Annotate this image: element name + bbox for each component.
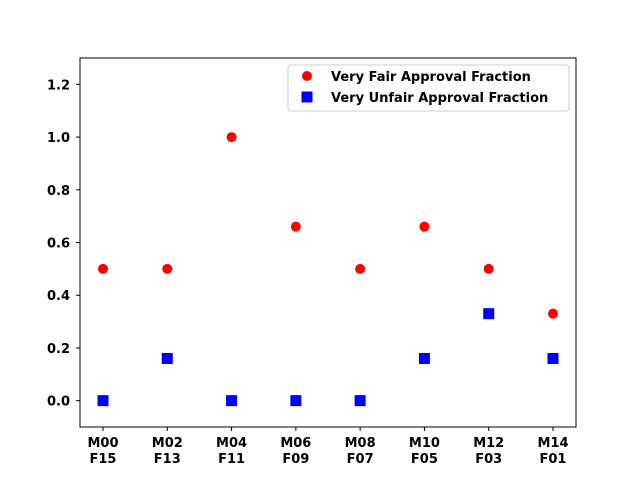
x-tick-label: M08 <box>345 436 376 451</box>
fair-point-5 <box>419 222 429 232</box>
x-tick-label: F05 <box>411 452 438 467</box>
y-tick-label: 0.4 <box>47 289 70 304</box>
x-tick-label: M06 <box>280 436 311 451</box>
y-tick-label: 0.6 <box>47 237 70 252</box>
x-tick-label: M02 <box>152 436 183 451</box>
fair-point-0 <box>98 264 108 274</box>
x-tick-label: F13 <box>154 452 181 467</box>
fair-point-3 <box>291 222 301 232</box>
legend: Very Fair Approval Fraction Very Unfair … <box>288 65 569 111</box>
legend-label-fair: Very Fair Approval Fraction <box>331 70 531 85</box>
x-tick-label: F15 <box>90 452 117 467</box>
x-tick-label: M14 <box>537 436 568 451</box>
y-tick-label: 0.2 <box>47 342 70 357</box>
x-axis: M00F15M02F13M04F11M06F09M08F07M10F05M12F… <box>87 427 568 467</box>
legend-marker-unfair <box>302 92 313 103</box>
unfair-point-5 <box>419 353 430 364</box>
x-tick-label: F07 <box>347 452 374 467</box>
unfair-point-6 <box>483 308 494 319</box>
fair-point-4 <box>355 264 365 274</box>
x-tick-label: M04 <box>216 436 247 451</box>
x-tick-label: M00 <box>87 436 118 451</box>
fair-point-7 <box>548 309 558 319</box>
x-tick-label: F11 <box>218 452 245 467</box>
y-tick-label: 0.8 <box>47 184 70 199</box>
x-tick-label: M12 <box>473 436 504 451</box>
legend-marker-fair <box>302 71 312 81</box>
x-tick-label: M10 <box>409 436 440 451</box>
unfair-point-4 <box>355 395 366 406</box>
unfair-point-7 <box>548 353 559 364</box>
x-tick-label: F01 <box>540 452 567 467</box>
legend-label-unfair: Very Unfair Approval Fraction <box>331 91 548 106</box>
fair-point-1 <box>162 264 172 274</box>
plot-area <box>80 58 576 427</box>
fair-point-2 <box>227 132 237 142</box>
unfair-point-2 <box>226 395 237 406</box>
y-tick-label: 1.0 <box>47 131 70 146</box>
x-tick-label: F03 <box>475 452 502 467</box>
fair-point-6 <box>484 264 494 274</box>
y-tick-label: 1.2 <box>47 78 70 93</box>
y-axis: 0.0 0.2 0.4 0.6 0.8 1.0 1.2 <box>47 78 80 409</box>
y-tick-label: 0.0 <box>47 395 70 410</box>
unfair-point-0 <box>98 395 109 406</box>
x-tick-label: F09 <box>282 452 309 467</box>
unfair-point-3 <box>290 395 301 406</box>
unfair-point-1 <box>162 353 173 364</box>
